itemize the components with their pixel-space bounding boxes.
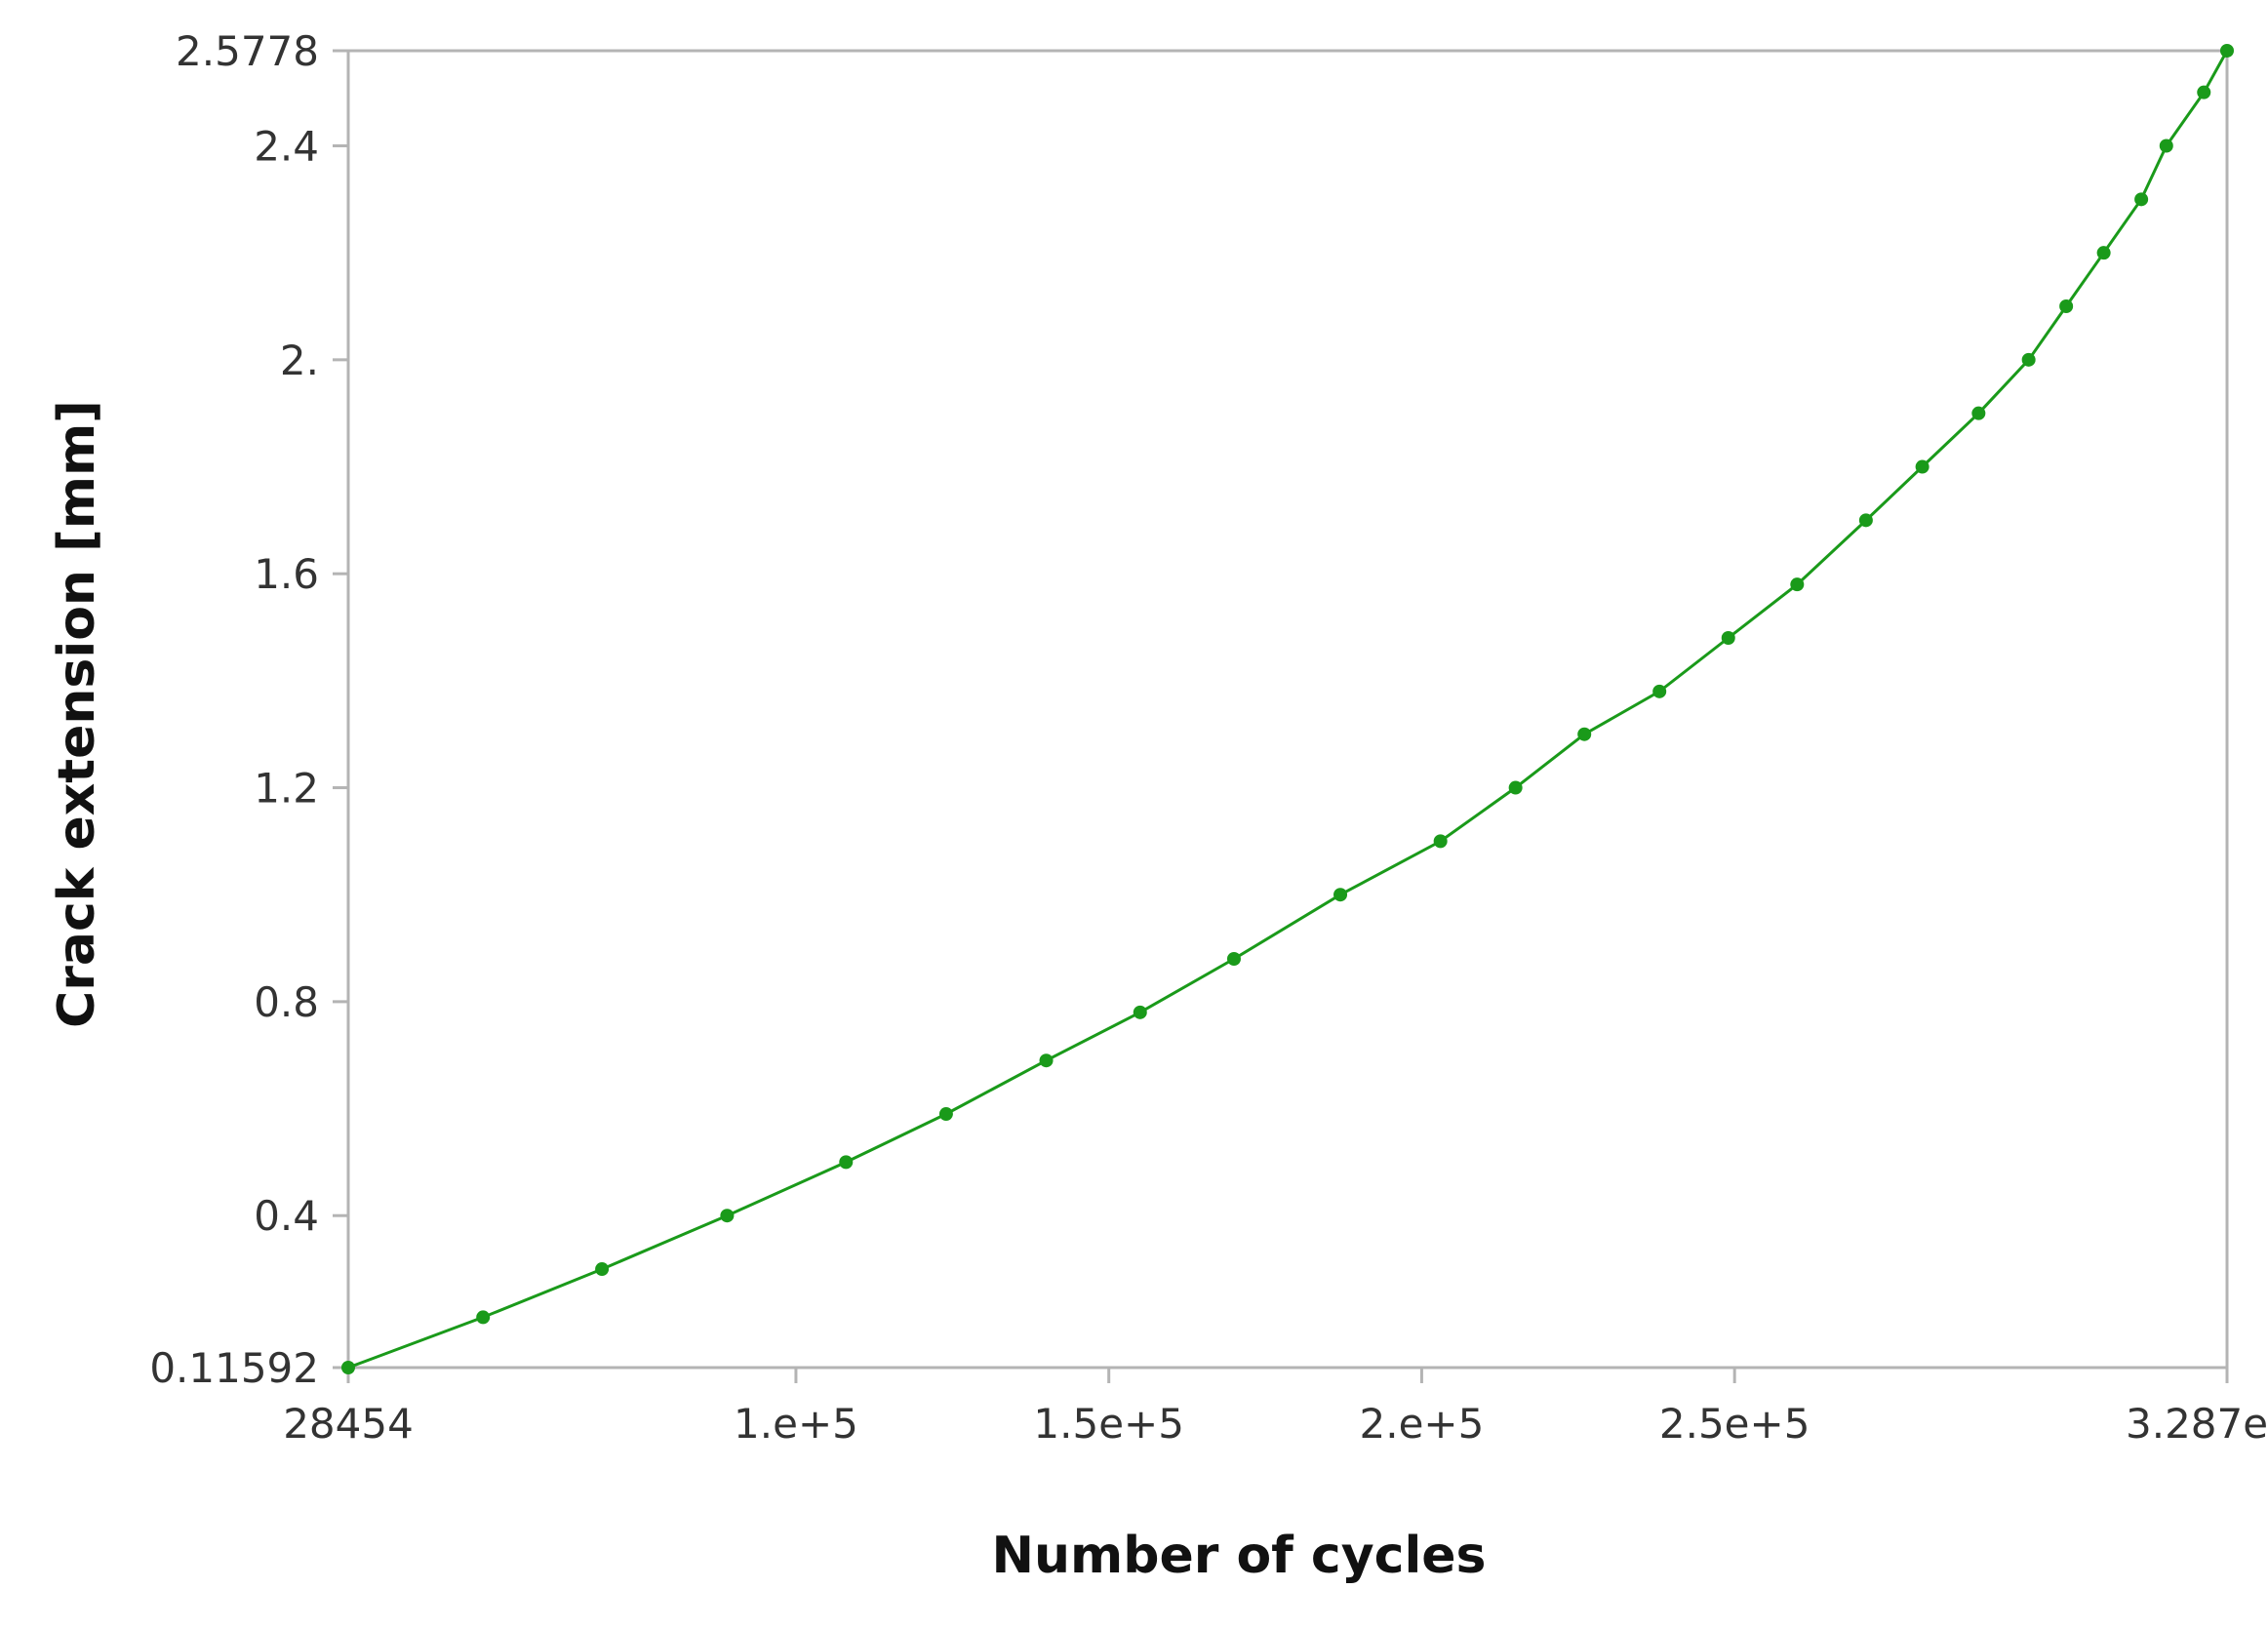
series-layer	[341, 44, 2234, 1374]
data-point	[2134, 192, 2149, 207]
data-point	[1433, 834, 1448, 849]
y-tick-label: 1.6	[254, 550, 319, 598]
data-point	[1333, 888, 1348, 902]
data-point	[839, 1155, 854, 1170]
data-point	[1039, 1053, 1054, 1068]
data-point	[1577, 727, 1592, 741]
y-axis-title: Crack extension [mm]	[48, 400, 106, 1028]
data-point	[1226, 952, 1241, 967]
data-point	[1508, 780, 1523, 795]
data-point	[1790, 577, 1805, 592]
data-point	[2220, 44, 2234, 58]
y-tick-label: 0.8	[254, 978, 319, 1026]
data-point	[720, 1209, 735, 1223]
y-tick-label: 0.4	[254, 1192, 319, 1240]
data-point	[2159, 139, 2173, 153]
data-point	[2059, 299, 2074, 314]
y-axis: 0.11592 0.4 0.8 1.2 1.6 2. 2.4 2.5778	[149, 27, 348, 1392]
y-tick-label: 1.2	[254, 765, 319, 813]
y-tick-label: 2.5778	[176, 27, 319, 75]
x-tick-label: 2.5e+5	[1659, 1400, 1810, 1448]
x-tick-label: 1.5e+5	[1033, 1400, 1184, 1448]
data-point	[2096, 246, 2111, 260]
data-point	[1971, 406, 1986, 420]
y-tick-label: 2.	[280, 337, 319, 384]
data-point	[1858, 513, 1873, 528]
x-axis-title: Number of cycles	[992, 1527, 1487, 1585]
x-axis: 28454 1.e+5 1.5e+5 2.e+5 2.5e+5 3.287e+5	[283, 1368, 2268, 1448]
data-point	[595, 1262, 610, 1277]
x-tick-label: 28454	[283, 1400, 414, 1448]
data-point	[341, 1361, 355, 1374]
data-point	[2197, 85, 2211, 99]
y-tick-label: 0.11592	[149, 1344, 319, 1392]
x-tick-label: 1.e+5	[734, 1400, 858, 1448]
x-tick-label: 2.e+5	[1360, 1400, 1485, 1448]
data-point	[1133, 1005, 1147, 1019]
y-tick-label: 2.4	[254, 122, 319, 170]
data-point	[1652, 684, 1667, 698]
series-line	[347, 50, 2229, 1370]
data-point	[1721, 630, 1735, 645]
data-point	[938, 1107, 953, 1122]
data-point	[1915, 459, 1930, 474]
data-point	[476, 1310, 491, 1325]
plot-frame	[346, 49, 2229, 1370]
data-point	[2021, 352, 2036, 367]
x-tick-label: 3.287e+5	[2126, 1400, 2268, 1448]
